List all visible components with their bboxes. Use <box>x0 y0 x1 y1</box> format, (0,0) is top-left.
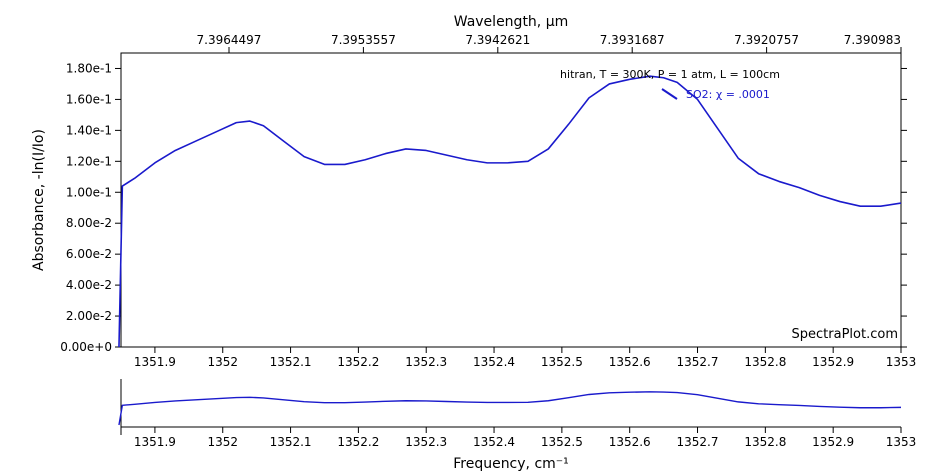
x-tick-label: 1352.5 <box>541 355 583 369</box>
x-tick-label: 1352 <box>207 355 238 369</box>
legend-entry: SO2: χ = .0001 <box>686 88 770 101</box>
x-tick-label: 1352.4 <box>473 355 515 369</box>
series-line <box>118 75 902 348</box>
top-tick-label: 7.3931687 <box>600 33 665 47</box>
overview-plot[interactable]: 1351.9 1352 1352.1 1352.2 1352.3 1352.4 1352.5… <box>118 379 917 472</box>
x-tick-label: 1352.7 <box>677 355 719 369</box>
top-tick-label: 7.3920757 <box>734 33 799 47</box>
top-tick-label: 7.3964497 <box>197 33 262 47</box>
overview-x-tick-label: 1352.7 <box>677 435 719 449</box>
overview-x-tick-label: 1352.1 <box>270 435 312 449</box>
y-tick-label: 4.00e-2 <box>66 278 112 292</box>
legend-swatch <box>661 88 678 100</box>
x-tick-label: 1351.9 <box>134 355 176 369</box>
x-axis-title: Frequency, cm⁻¹ <box>453 456 569 472</box>
y-tick-label: 1.60e-1 <box>66 92 112 106</box>
y-tick-label: 1.00e-1 <box>66 185 112 199</box>
y-axis-title: Absorbance, -ln(I/Io) <box>31 129 47 271</box>
y-tick-label: 8.00e-2 <box>66 216 112 230</box>
x-tick-label: 1353 <box>886 355 917 369</box>
main-plot: 1351.9 1352 1352.1 1352.2 1352.3 1352.4 1352.5… <box>31 14 916 369</box>
watermark: SpectraPlot.com <box>792 327 898 342</box>
overview-x-tick-label: 1352.9 <box>812 435 854 449</box>
overview-x-tick-label: 1352.8 <box>744 435 786 449</box>
overview-x-tick-label: 1352.6 <box>609 435 651 449</box>
y-tick-label: 1.20e-1 <box>66 154 112 168</box>
x-tick-label: 1352.2 <box>337 355 379 369</box>
overview-x-tick-label: 1352.2 <box>337 435 379 449</box>
x-tick-label: 1352.8 <box>744 355 786 369</box>
top-tick-label: 7.390983 <box>844 33 901 47</box>
top-tick-label: 7.3953557 <box>331 33 396 47</box>
overview-x-tick-label: 1352.3 <box>405 435 447 449</box>
overview-x-tick-label: 1352.5 <box>541 435 583 449</box>
overview-series-line <box>118 391 902 426</box>
y-tick-label: 2.00e-2 <box>66 309 112 323</box>
overview-x-tick-label: 1352.4 <box>473 435 515 449</box>
x-tick-label: 1352.9 <box>812 355 854 369</box>
top-axis-title: Wavelength, μm <box>454 14 569 30</box>
y-tick-label: 6.00e-2 <box>66 247 112 261</box>
legend-title: hitran, T = 300K, P = 1 atm, L = 100cm <box>560 68 780 81</box>
x-tick-label: 1352.1 <box>270 355 312 369</box>
overview-x-tick-label: 1353 <box>886 435 917 449</box>
x-tick-label: 1352.6 <box>609 355 651 369</box>
plot-frame <box>120 52 902 348</box>
top-tick-label: 7.3942621 <box>465 33 530 47</box>
overview-x-tick-label: 1352 <box>207 435 238 449</box>
y-tick-label: 1.80e-1 <box>66 61 112 75</box>
overview-x-tick-label: 1351.9 <box>134 435 176 449</box>
y-tick-label: 0.00e+0 <box>60 340 112 354</box>
y-tick-label: 1.40e-1 <box>66 123 112 137</box>
x-tick-label: 1352.3 <box>405 355 447 369</box>
